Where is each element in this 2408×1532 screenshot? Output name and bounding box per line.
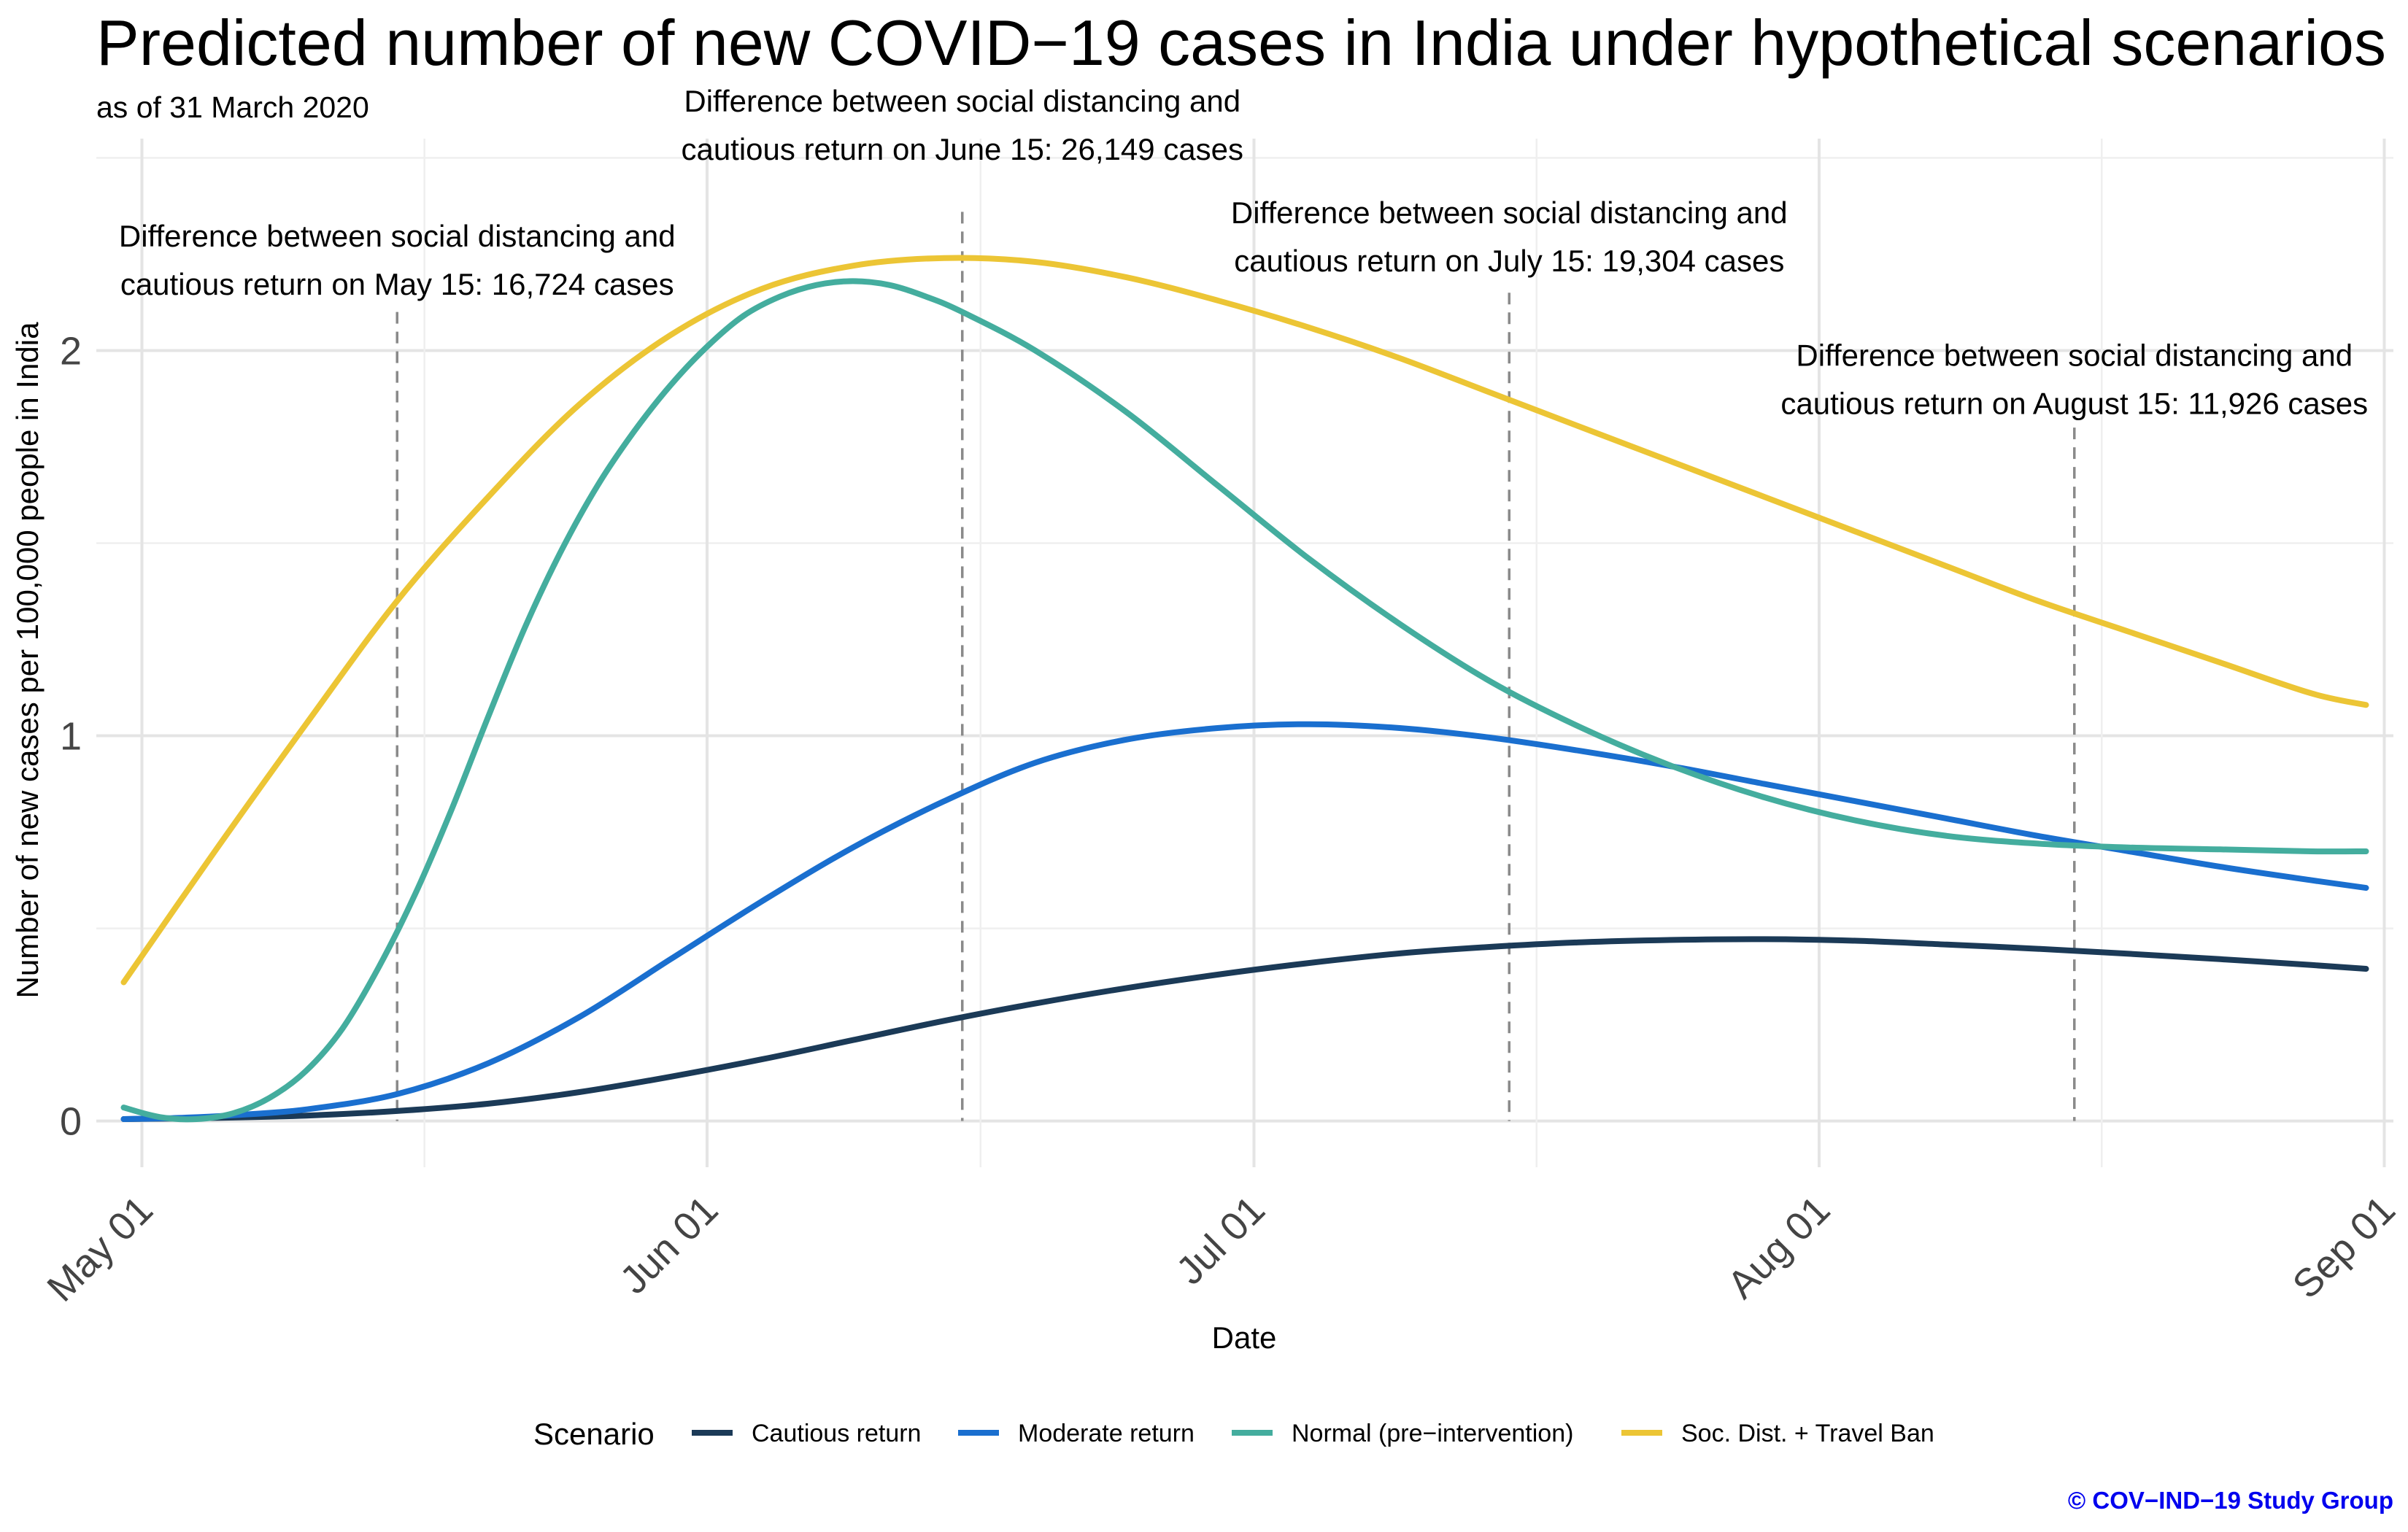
annotation-line: Difference between social distancing and — [119, 219, 676, 253]
annotation-line: Difference between social distancing and — [1231, 196, 1788, 230]
legend: Scenario Cautious return Moderate return N… — [533, 1417, 1934, 1451]
chart-title: Predicted number of new COVID−19 cases i… — [96, 7, 2386, 79]
annotation-label: Difference between social distancing and… — [119, 219, 676, 301]
legend-label-soc-dist-travel-ban: Soc. Dist. + Travel Ban — [1681, 1420, 1934, 1447]
annotation-line: cautious return on May 15: 16,724 cases — [120, 267, 674, 301]
y-tick-labels: 0 1 2 — [60, 329, 82, 1143]
x-tick-label: Aug 01 — [1719, 1188, 1838, 1307]
annotation-label: Difference between social distancing and… — [1231, 196, 1788, 278]
series-line-cautious-return — [120, 936, 2369, 1122]
annotations: Difference between social distancing and… — [119, 84, 2368, 421]
legend-label-moderate-return: Moderate return — [1018, 1420, 1195, 1447]
y-tick-label: 1 — [60, 715, 82, 759]
series-lines — [120, 255, 2369, 1123]
series-line-moderate-return — [120, 721, 2369, 1122]
legend-title: Scenario — [533, 1417, 655, 1451]
legend-label-cautious-return: Cautious return — [752, 1420, 921, 1447]
annotation-line: Difference between social distancing and — [1796, 338, 2353, 373]
y-tick-label: 2 — [60, 329, 82, 373]
series-line-normal-pre-intervention — [120, 278, 2369, 1123]
x-tick-label: Jun 01 — [611, 1188, 726, 1302]
annotation-line: cautious return on July 15: 19,304 cases — [1234, 244, 1784, 278]
legend-label-normal-pre-intervention: Normal (pre−intervention) — [1292, 1420, 1573, 1447]
chart-subtitle: as of 31 March 2020 — [96, 90, 369, 124]
x-tick-label: May 01 — [39, 1188, 161, 1310]
x-axis-title: Date — [1212, 1320, 1277, 1355]
y-tick-label: 0 — [60, 1100, 82, 1144]
x-tick-label: Jul 01 — [1168, 1188, 1273, 1293]
annotation-line: Difference between social distancing and — [684, 84, 1240, 118]
annotation-line: cautious return on June 15: 26,149 cases — [681, 132, 1243, 166]
annotation-vlines — [395, 212, 2076, 1121]
annotation-label: Difference between social distancing and… — [1780, 338, 2368, 421]
y-axis-title: Number of new cases per 100,000 people i… — [10, 322, 45, 999]
credit-text: © COV−IND−19 Study Group — [2067, 1487, 2393, 1514]
annotation-line: cautious return on August 15: 11,926 cas… — [1780, 387, 2368, 421]
x-tick-label: Sep 01 — [2285, 1188, 2404, 1307]
annotation-label: Difference between social distancing and… — [681, 84, 1243, 166]
x-tick-labels: May 01 Jun 01 Jul 01 Aug 01 Sep 01 — [39, 1188, 2404, 1310]
series-line-soc-dist-travel-ban — [120, 255, 2369, 986]
